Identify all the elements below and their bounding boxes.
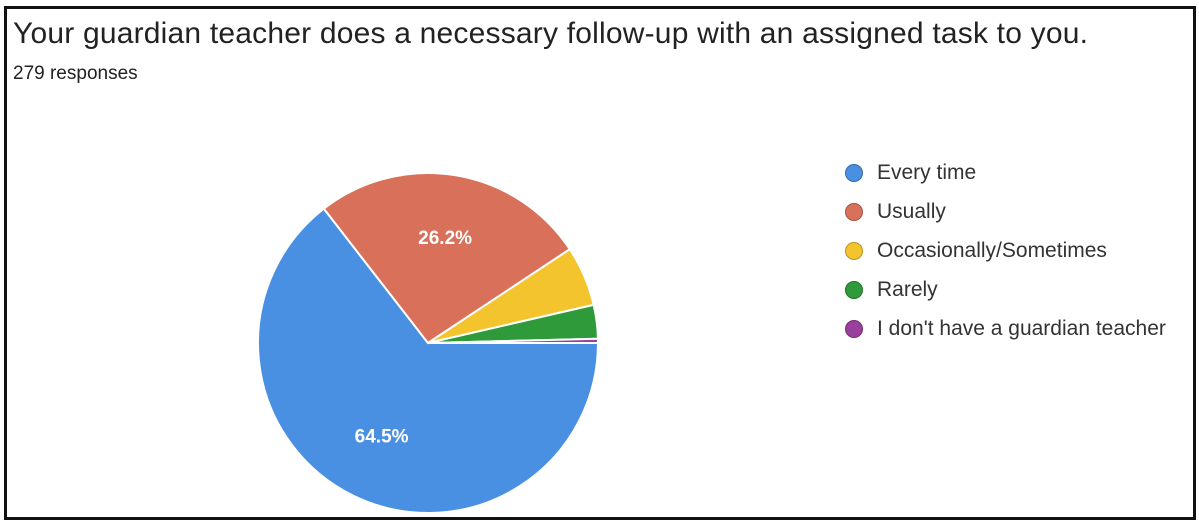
slice-label-every-time: 64.5%	[355, 427, 409, 448]
chart-title: Your guardian teacher does a necessary f…	[13, 17, 1089, 50]
legend-item-no-guardian[interactable]: I don't have a guardian teacher	[845, 309, 1166, 348]
legend-label-every-time: Every time	[877, 160, 977, 184]
legend-label-occasionally: Occasionally/Sometimes	[877, 238, 1107, 262]
legend-label-no-guardian: I don't have a guardian teacher	[877, 316, 1166, 340]
response-count: 279 responses	[13, 63, 138, 84]
pie-slice-every-time[interactable]	[257, 207, 600, 514]
legend-label-usually: Usually	[877, 199, 946, 223]
pie-slice-no-guardian[interactable]	[427, 337, 600, 344]
legend-item-rarely[interactable]: Rarely	[845, 270, 1166, 309]
pie-slice-usually[interactable]	[322, 172, 572, 345]
chart-card: Your guardian teacher does a necessary f…	[4, 6, 1196, 520]
legend-swatch-occasionally	[845, 241, 863, 260]
legend-item-every-time[interactable]: Every time	[845, 153, 1166, 192]
legend-item-usually[interactable]: Usually	[845, 192, 1166, 231]
legend-label-rarely: Rarely	[877, 277, 938, 301]
legend-swatch-usually	[845, 202, 863, 221]
pie-chart: 64.5% 26.2%	[257, 172, 600, 514]
legend: Every time Usually Occasionally/Sometime…	[845, 153, 1166, 348]
slice-label-usually: 26.2%	[418, 228, 472, 249]
legend-item-occasionally[interactable]: Occasionally/Sometimes	[845, 231, 1166, 270]
legend-swatch-no-guardian	[845, 319, 863, 338]
legend-swatch-every-time	[845, 163, 863, 182]
legend-swatch-rarely	[845, 280, 863, 299]
